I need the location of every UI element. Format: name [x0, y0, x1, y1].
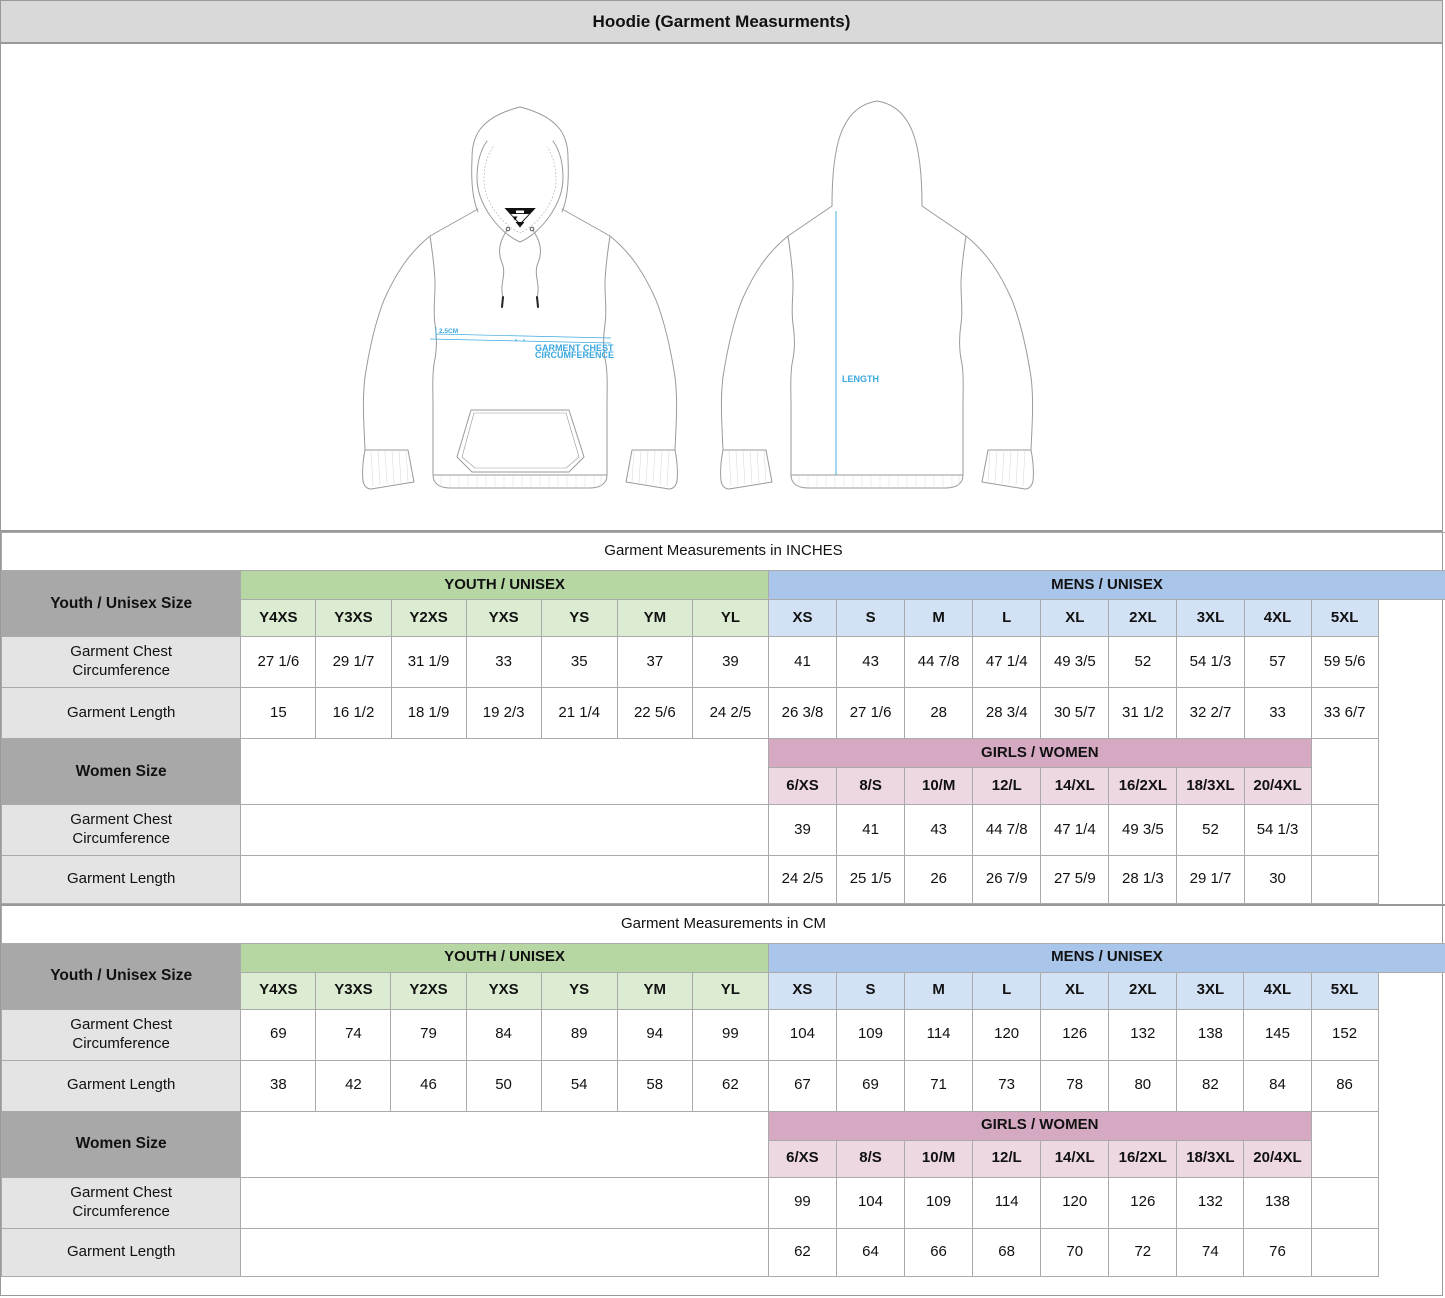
svg-text:LENGTH: LENGTH	[842, 374, 879, 384]
svg-text:2.5CM: 2.5CM	[439, 328, 458, 335]
svg-text:CIRCUMFERENCE: CIRCUMFERENCE	[535, 350, 614, 360]
